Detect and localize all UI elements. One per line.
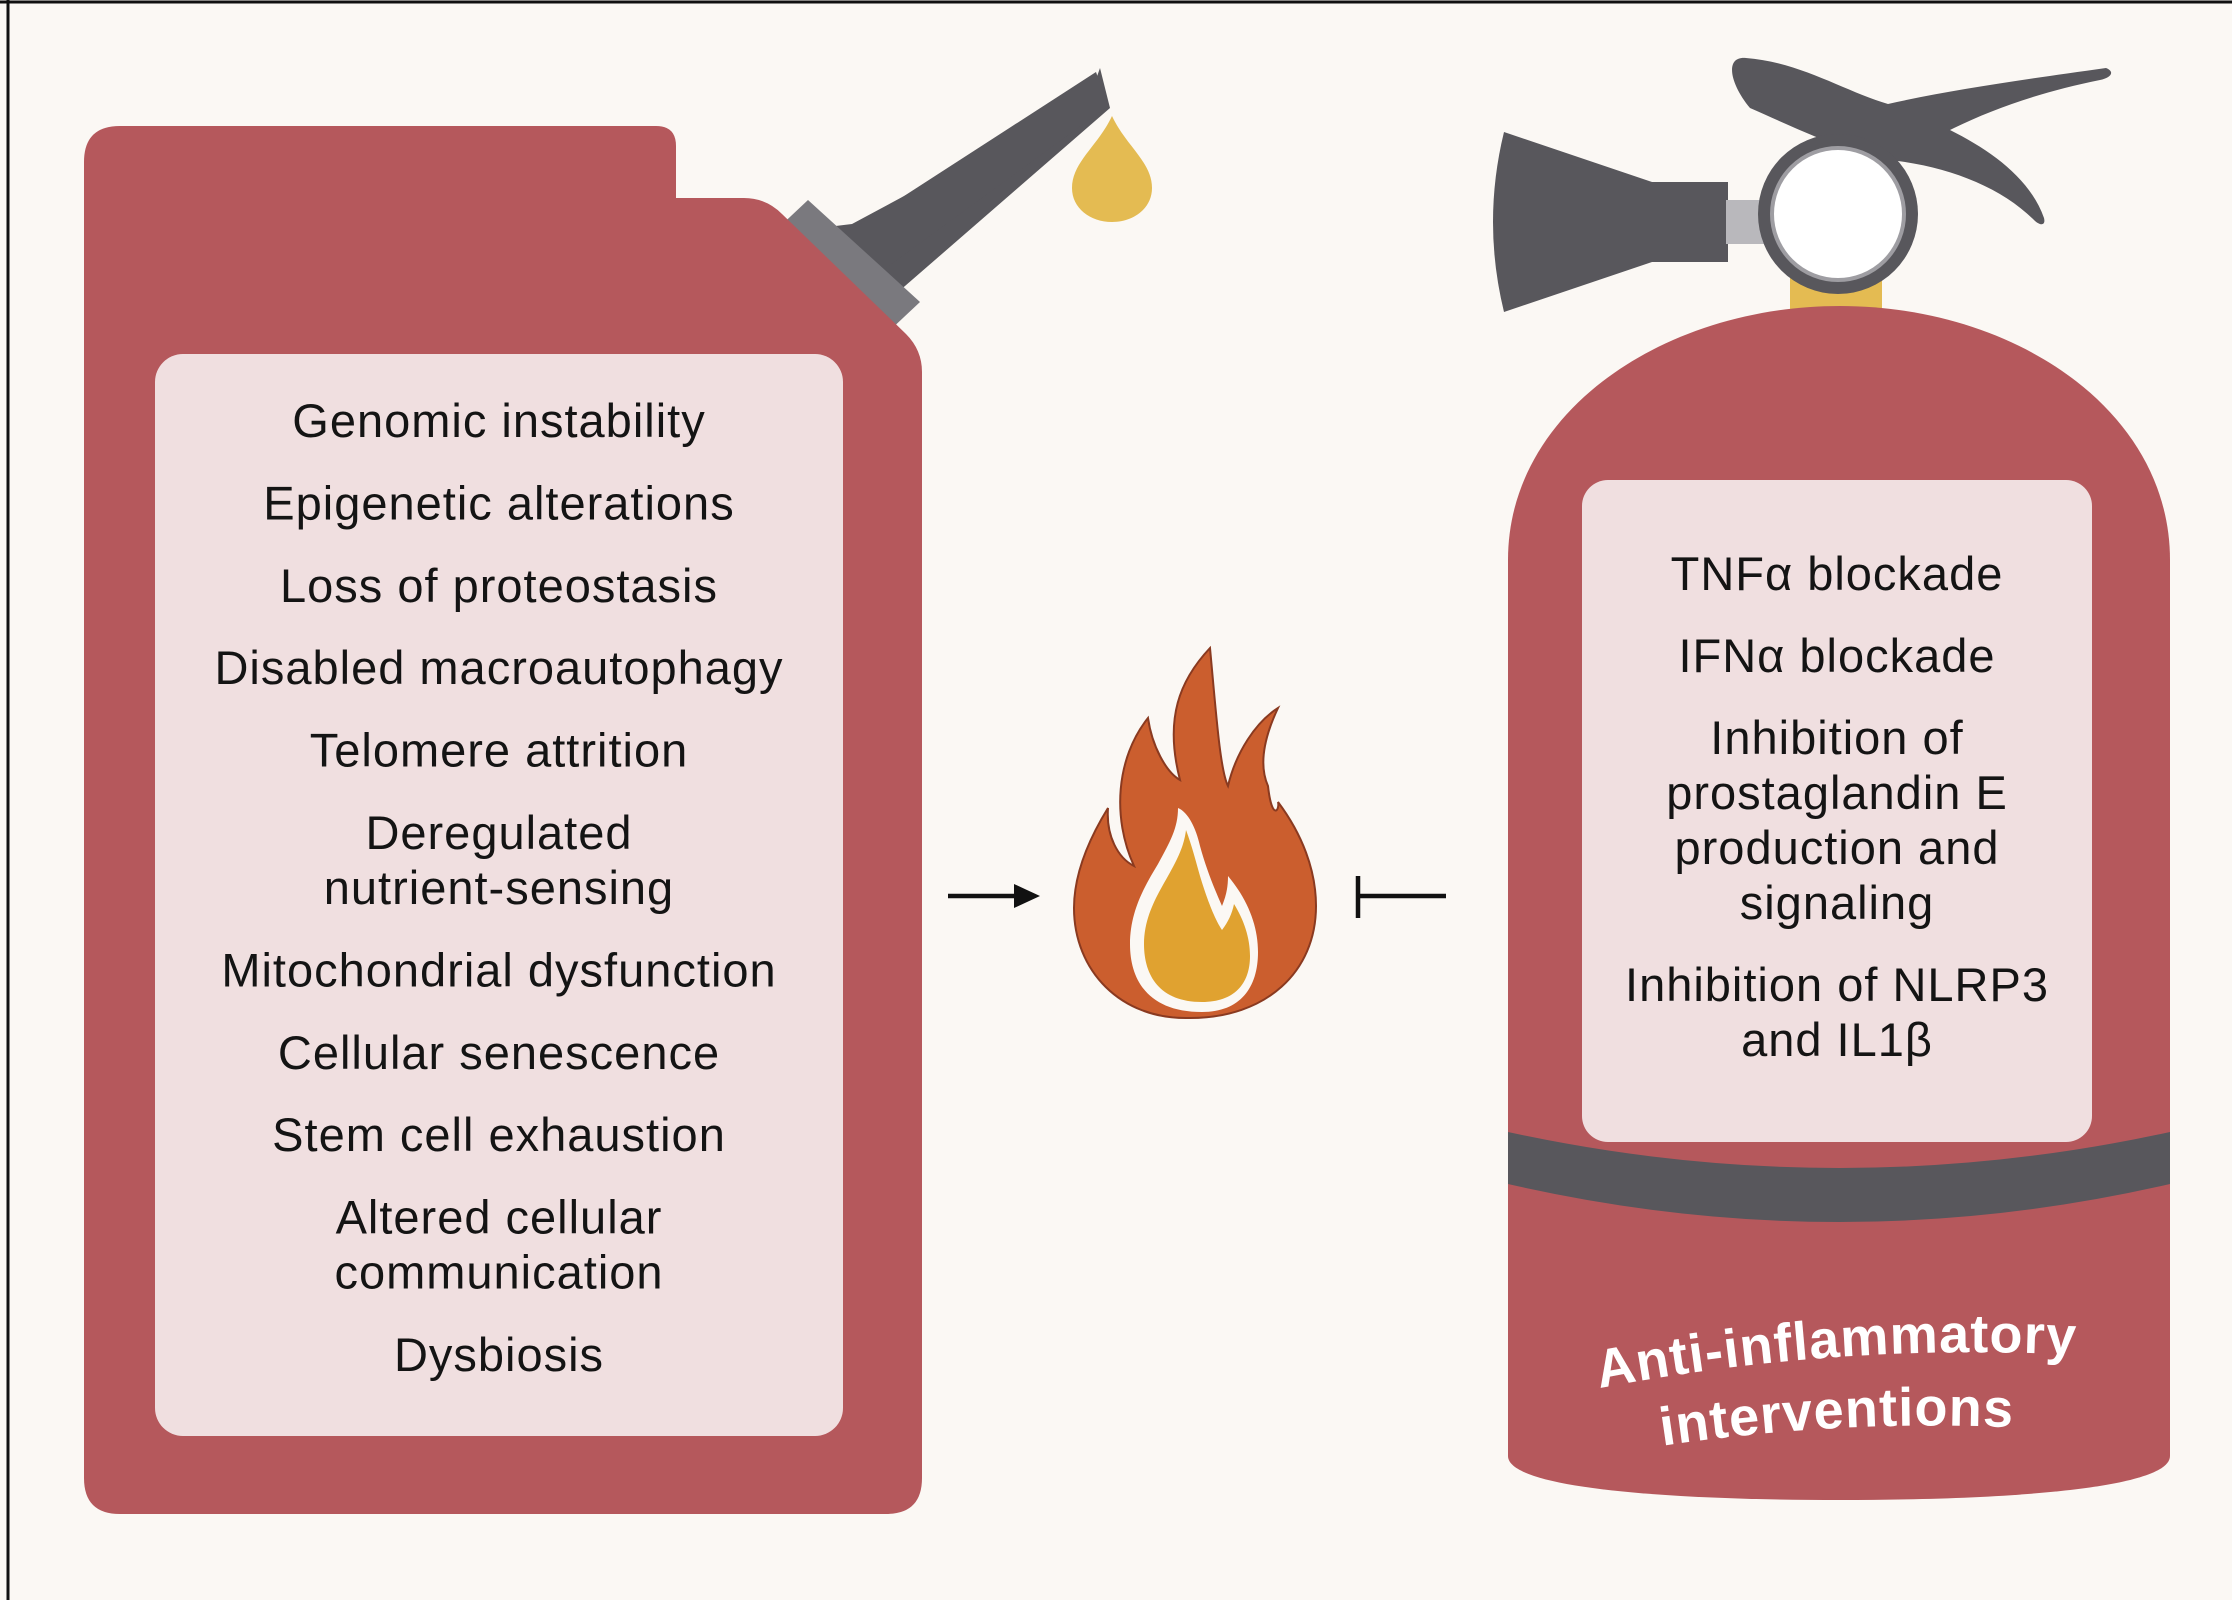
- interventions-panel: [1582, 480, 2092, 1142]
- hallmarks-panel: [155, 354, 843, 1436]
- hallmark-item: Disabled macroautophagy: [214, 641, 783, 694]
- intervention-item: Inhibition of: [1710, 711, 1963, 764]
- hallmark-item: Stem cell exhaustion: [272, 1108, 726, 1161]
- intervention-item: Inhibition of NLRP3: [1625, 958, 2049, 1011]
- fuel-can-icon: Genomic instability Epigenetic alteration…: [84, 68, 1110, 1514]
- intervention-item: IFNα blockade: [1678, 629, 1995, 682]
- hallmark-item: Deregulated: [365, 806, 632, 859]
- intervention-item: signaling: [1740, 876, 1935, 929]
- hallmark-item: Altered cellular: [336, 1191, 663, 1244]
- flame-inner: [1144, 830, 1250, 1002]
- oil-drop-icon: [1072, 116, 1152, 222]
- extinguisher-lever: [1732, 57, 2112, 225]
- extinguisher-horn: [1493, 132, 1652, 312]
- intervention-item: prostaglandin E: [1666, 766, 2008, 819]
- hallmark-item: Epigenetic alterations: [263, 476, 734, 529]
- intervention-item: TNFα blockade: [1671, 547, 2004, 600]
- arrow-right-icon: [948, 884, 1040, 908]
- intervention-item: and IL1β: [1741, 1013, 1933, 1066]
- hallmark-item: Mitochondrial dysfunction: [221, 943, 776, 996]
- hallmark-item: communication: [334, 1246, 663, 1299]
- extinguisher-band: [1508, 1132, 2170, 1222]
- hallmark-item: Dysbiosis: [394, 1328, 604, 1381]
- hallmark-item: nutrient-sensing: [324, 861, 674, 914]
- hallmarks-list: Genomic instability Epigenetic alteration…: [214, 394, 783, 1381]
- fuel-can-spout-neck: [774, 200, 920, 334]
- intervention-item: production and: [1675, 821, 2000, 874]
- inhibition-tee-icon: [1355, 876, 1446, 918]
- hallmark-item: Genomic instability: [292, 394, 705, 447]
- hallmark-item: Loss of proteostasis: [280, 559, 718, 612]
- fire-icon: [1072, 645, 1318, 1020]
- hallmark-item: Telomere attrition: [310, 724, 689, 777]
- hallmark-item: Cellular senescence: [278, 1026, 720, 1079]
